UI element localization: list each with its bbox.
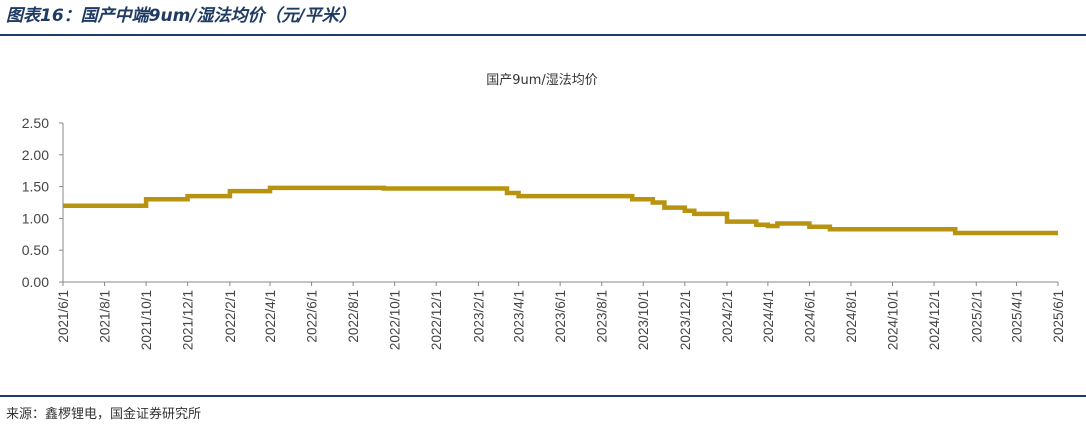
x-tick-label: 2024/12/1: [927, 290, 942, 350]
series-layer: [63, 185, 1058, 236]
y-tick-label: 0.00: [22, 274, 49, 290]
x-tick-label: 2025/4/1: [1009, 290, 1024, 343]
x-tick-label: 2024/4/1: [761, 290, 776, 343]
x-tick-label: 2022/6/1: [305, 290, 320, 343]
x-tick-label: 2023/8/1: [595, 290, 610, 343]
x-tick-label: 2023/10/1: [636, 290, 651, 350]
y-axis: 0.00 0.50 1.00 1.50 2.00 2.50: [22, 115, 64, 290]
figure-title: 图表16：国产中端9um/湿法均价（元/平米）: [6, 6, 356, 26]
x-tick-label: 2025/2/1: [969, 290, 984, 343]
y-tick-label: 0.50: [22, 242, 49, 258]
chart-title: 国产9um/湿法均价: [486, 73, 598, 88]
x-tick-label: 2021/12/1: [181, 290, 196, 350]
x-tick-label: 2022/2/1: [223, 290, 238, 343]
y-tick-label: 2.50: [22, 115, 49, 131]
x-tick-label: 2022/10/1: [388, 290, 403, 350]
x-tick-label: 2024/2/1: [720, 290, 735, 343]
x-tick-label: 2025/6/1: [1051, 290, 1066, 343]
x-tick-label: 2021/8/1: [98, 290, 113, 343]
x-tick-label: 2024/6/1: [802, 290, 817, 343]
x-tick-label: 2022/12/1: [429, 290, 444, 350]
bottom-rule: [0, 395, 1086, 397]
x-tick-label: 2023/6/1: [553, 290, 568, 343]
y-tick-label: 1.50: [22, 179, 49, 195]
top-rule: [0, 34, 1086, 36]
x-tick-label: 2024/8/1: [844, 290, 859, 343]
x-tick-label: 2023/4/1: [512, 290, 527, 343]
y-tick-label: 2.00: [22, 147, 49, 163]
x-tick-label: 2021/10/1: [139, 290, 154, 350]
source-note: 来源：鑫椤锂电，国金证券研究所: [6, 407, 202, 422]
price-line-chart: 国产9um/湿法均价 0.00 0.50 1.00 1.50 2.00 2.50 2021…: [22, 73, 1066, 350]
x-tick-label: 2021/6/1: [56, 290, 71, 343]
y-tick-label: 1.00: [22, 210, 49, 226]
x-tick-label: 2024/10/1: [886, 290, 901, 350]
x-tick-label: 2023/2/1: [471, 290, 486, 343]
price-series-line: [63, 185, 1058, 236]
x-tick-label: 2022/8/1: [346, 290, 361, 343]
x-axis: 2021/6/1 2021/8/1 2021/10/1 2021/12/1 2022/2…: [56, 281, 1066, 350]
x-tick-label: 2023/12/1: [678, 290, 693, 350]
x-tick-label: 2022/4/1: [263, 290, 278, 343]
